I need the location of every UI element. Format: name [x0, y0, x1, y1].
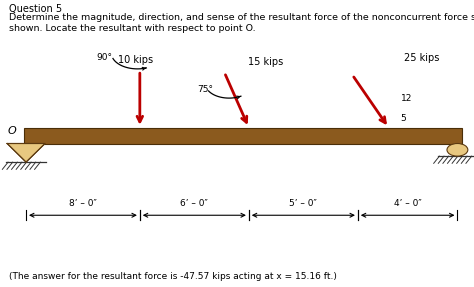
Text: 90°: 90° [96, 53, 112, 62]
Text: 5’ – 0″: 5’ – 0″ [290, 199, 317, 208]
Text: 10 kips: 10 kips [118, 55, 153, 65]
Text: 8’ – 0″: 8’ – 0″ [69, 199, 97, 208]
Text: 75°: 75° [197, 85, 213, 94]
Text: 5: 5 [401, 114, 406, 123]
Circle shape [447, 144, 468, 156]
Text: 12: 12 [401, 94, 412, 103]
Text: 4’ – 0″: 4’ – 0″ [394, 199, 421, 208]
Text: Question 5: Question 5 [9, 4, 63, 14]
Text: 6’ – 0″: 6’ – 0″ [181, 199, 208, 208]
Text: 25 kips: 25 kips [404, 53, 439, 63]
Bar [24, 128, 462, 144]
Polygon shape [7, 144, 45, 162]
Text: (The answer for the resultant force is -47.57 kips acting at x = 15.16 ft.): (The answer for the resultant force is -… [9, 272, 337, 281]
Text: shown. Locate the resultant with respect to point O.: shown. Locate the resultant with respect… [9, 24, 256, 33]
Text: Determine the magnitude, direction, and sense of the resultant force of the nonc: Determine the magnitude, direction, and … [9, 13, 474, 22]
Text: 15 kips: 15 kips [248, 57, 283, 67]
Text: O: O [8, 126, 16, 135]
